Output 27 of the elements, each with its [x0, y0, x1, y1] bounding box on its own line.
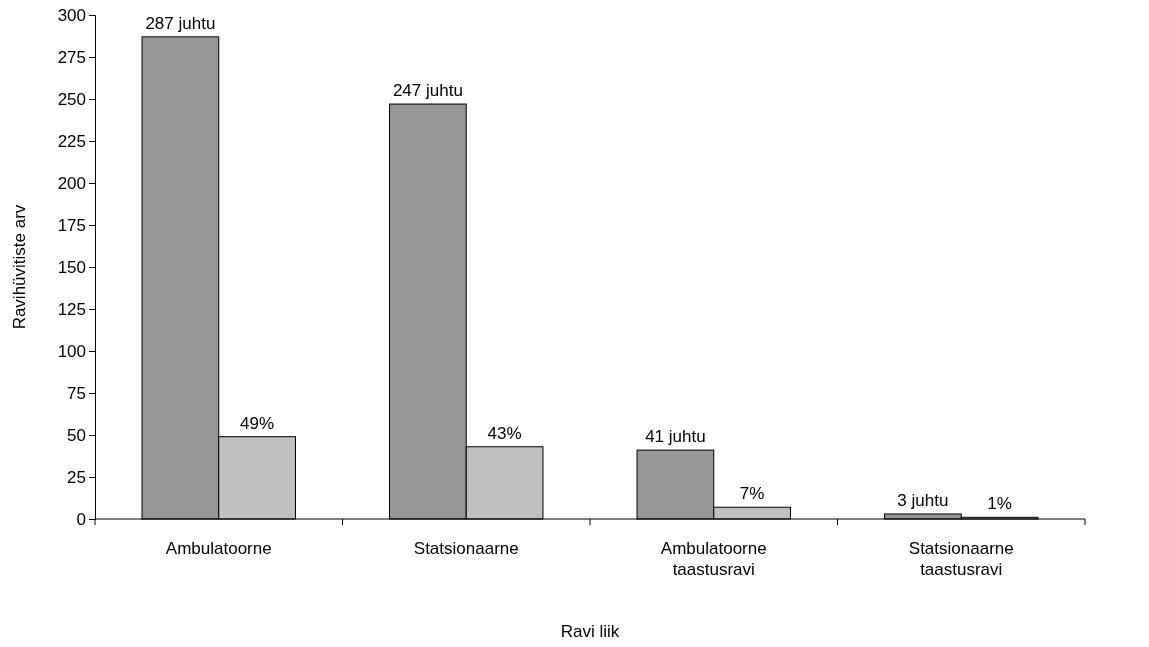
y-tick-label: 50	[67, 425, 86, 445]
x-tick-label: Ambulatoorne	[165, 539, 272, 558]
data-label: 7%	[739, 484, 765, 504]
x-axis-title: Ravi liik	[560, 622, 620, 641]
y-tick-label: 275	[57, 47, 86, 67]
y-tick-label: 300	[57, 5, 86, 25]
y-axis-title: Ravihüvitiste arv	[10, 204, 29, 330]
data-label: 247 juhtu	[392, 81, 463, 101]
y-tick-label: 125	[57, 299, 86, 319]
x-tick-label: Ambulatoorne taastusravi	[660, 539, 767, 579]
data-label: 287 juhtu	[145, 13, 216, 33]
x-tick-label: Statsionaarne	[413, 539, 519, 558]
y-tick-label: 25	[67, 467, 86, 487]
y-tick-label: 150	[57, 257, 86, 277]
y-tick-label: 250	[57, 89, 86, 109]
y-tick-label: 0	[76, 509, 86, 529]
data-label: 1%	[987, 494, 1012, 514]
data-label: 3 juhtu	[897, 490, 949, 510]
y-tick-label: 100	[57, 341, 86, 361]
data-label: 43%	[487, 423, 522, 443]
x-tick-label: Statsionaarne taastusravi	[908, 539, 1014, 579]
data-label: 41 juhtu	[645, 427, 706, 447]
y-tick-label: 75	[67, 383, 86, 403]
y-tick-label: 200	[57, 173, 86, 193]
y-tick-label: 225	[57, 131, 86, 151]
data-label: 49%	[240, 413, 275, 433]
y-tick-label: 175	[57, 215, 86, 235]
